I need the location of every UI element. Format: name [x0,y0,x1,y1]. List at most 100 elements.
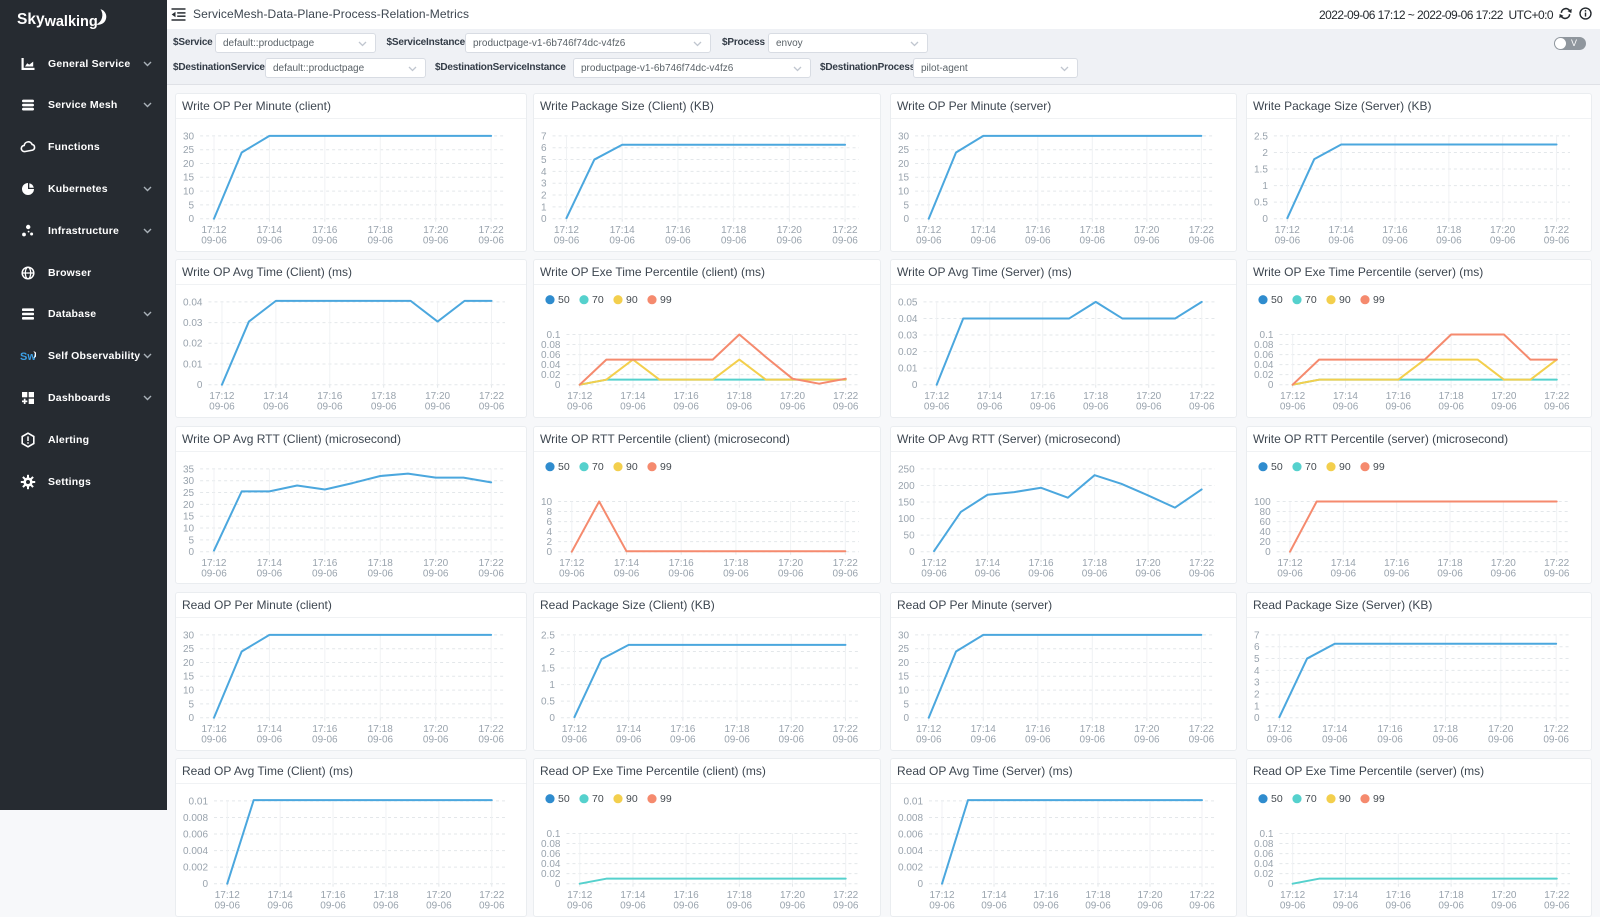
svg-text:20: 20 [898,658,910,669]
svg-text:09-06: 09-06 [833,735,859,746]
svg-text:5: 5 [541,155,547,166]
svg-text:0.02: 0.02 [1254,370,1274,381]
svg-text:09-06: 09-06 [1189,236,1215,247]
svg-text:17:20: 17:20 [777,225,802,236]
svg-text:09-06: 09-06 [367,568,393,579]
svg-text:09-06: 09-06 [425,402,451,413]
svg-text:09-06: 09-06 [209,402,235,413]
svg-text:17:16: 17:16 [1386,391,1411,402]
svg-text:17:20: 17:20 [1491,558,1516,569]
svg-text:09-06: 09-06 [668,568,694,579]
svg-text:17:16: 17:16 [312,724,337,735]
svg-text:09-06: 09-06 [1491,568,1517,579]
svg-text:09-06: 09-06 [981,901,1007,912]
svg-text:80: 80 [1260,507,1272,518]
svg-text:09-06: 09-06 [1491,901,1517,912]
svg-text:0.1: 0.1 [547,330,561,341]
svg-text:09-06: 09-06 [478,735,504,746]
svg-text:17:22: 17:22 [1544,558,1569,569]
svg-text:17:12: 17:12 [1277,558,1302,569]
svg-text:50: 50 [558,793,570,805]
svg-text:09-06: 09-06 [479,901,505,912]
svg-text:17:20: 17:20 [423,724,448,735]
svg-text:0: 0 [909,547,915,558]
svg-text:17:18: 17:18 [1433,724,1458,735]
svg-text:1.5: 1.5 [1254,164,1268,175]
svg-text:17:14: 17:14 [1322,724,1347,735]
svg-text:09-06: 09-06 [267,901,293,912]
svg-text:09-06: 09-06 [312,568,338,579]
svg-text:09-06: 09-06 [721,236,747,247]
svg-text:17:12: 17:12 [209,391,234,402]
svg-text:17:12: 17:12 [201,225,226,236]
svg-text:0.008: 0.008 [183,813,208,824]
svg-text:09-06: 09-06 [1280,901,1306,912]
svg-text:250: 250 [898,464,915,475]
svg-text:17:20: 17:20 [780,391,805,402]
svg-text:0.01: 0.01 [183,360,203,371]
svg-text:70: 70 [592,294,604,306]
svg-text:5: 5 [189,535,195,546]
svg-text:09-06: 09-06 [921,568,947,579]
svg-text:17:18: 17:18 [723,558,748,569]
svg-text:99: 99 [1373,793,1385,805]
svg-text:17:18: 17:18 [1437,558,1462,569]
svg-text:70: 70 [592,793,604,805]
svg-text:0.08: 0.08 [541,839,561,850]
svg-text:17:16: 17:16 [312,558,337,569]
svg-text:09-06: 09-06 [1377,735,1403,746]
svg-text:8: 8 [547,507,553,518]
svg-text:17:14: 17:14 [1329,225,1354,236]
svg-text:70: 70 [1305,294,1317,306]
svg-text:09-06: 09-06 [1137,901,1163,912]
svg-text:09-06: 09-06 [567,901,593,912]
svg-text:09-06: 09-06 [1386,901,1412,912]
svg-text:90: 90 [626,793,638,805]
svg-text:17:22: 17:22 [1189,225,1214,236]
svg-text:0.06: 0.06 [541,350,561,361]
svg-text:70: 70 [1305,461,1317,473]
svg-text:17:14: 17:14 [614,558,639,569]
svg-text:09-06: 09-06 [1267,735,1293,746]
svg-text:09-06: 09-06 [1544,901,1570,912]
svg-text:0: 0 [904,713,910,724]
svg-text:09-06: 09-06 [609,236,635,247]
svg-text:0.01: 0.01 [904,797,924,808]
svg-text:0: 0 [1262,214,1268,225]
svg-text:09-06: 09-06 [673,901,699,912]
svg-text:5: 5 [904,200,910,211]
svg-text:09-06: 09-06 [1433,735,1459,746]
svg-text:90: 90 [626,294,638,306]
svg-text:20: 20 [183,658,195,669]
svg-text:09-06: 09-06 [1189,568,1215,579]
svg-text:09-06: 09-06 [970,236,996,247]
svg-text:09-06: 09-06 [723,568,749,579]
svg-text:17:18: 17:18 [368,225,393,236]
svg-text:09-06: 09-06 [562,735,588,746]
svg-text:3: 3 [1254,678,1260,689]
svg-text:17:20: 17:20 [1488,724,1513,735]
svg-text:17:22: 17:22 [479,724,504,735]
svg-text:09-06: 09-06 [320,901,346,912]
svg-text:09-06: 09-06 [1033,901,1059,912]
svg-text:17:14: 17:14 [977,391,1002,402]
svg-text:09-06: 09-06 [214,901,240,912]
svg-text:0.06: 0.06 [1254,849,1274,860]
svg-text:17:20: 17:20 [1136,558,1161,569]
svg-text:09-06: 09-06 [780,901,806,912]
svg-text:25: 25 [898,145,910,156]
svg-text:30: 30 [898,630,910,641]
svg-text:30: 30 [898,131,910,142]
svg-text:50: 50 [558,461,570,473]
svg-text:0: 0 [917,879,923,890]
svg-text:2: 2 [1254,689,1260,700]
svg-text:17:18: 17:18 [1080,724,1105,735]
svg-text:20: 20 [183,499,195,510]
svg-text:90: 90 [1339,294,1351,306]
svg-text:09-06: 09-06 [1275,236,1301,247]
svg-text:17:22: 17:22 [833,225,858,236]
svg-text:09-06: 09-06 [559,568,585,579]
svg-text:09-06: 09-06 [1136,402,1162,413]
svg-text:99: 99 [660,461,672,473]
svg-text:0.1: 0.1 [547,829,561,840]
